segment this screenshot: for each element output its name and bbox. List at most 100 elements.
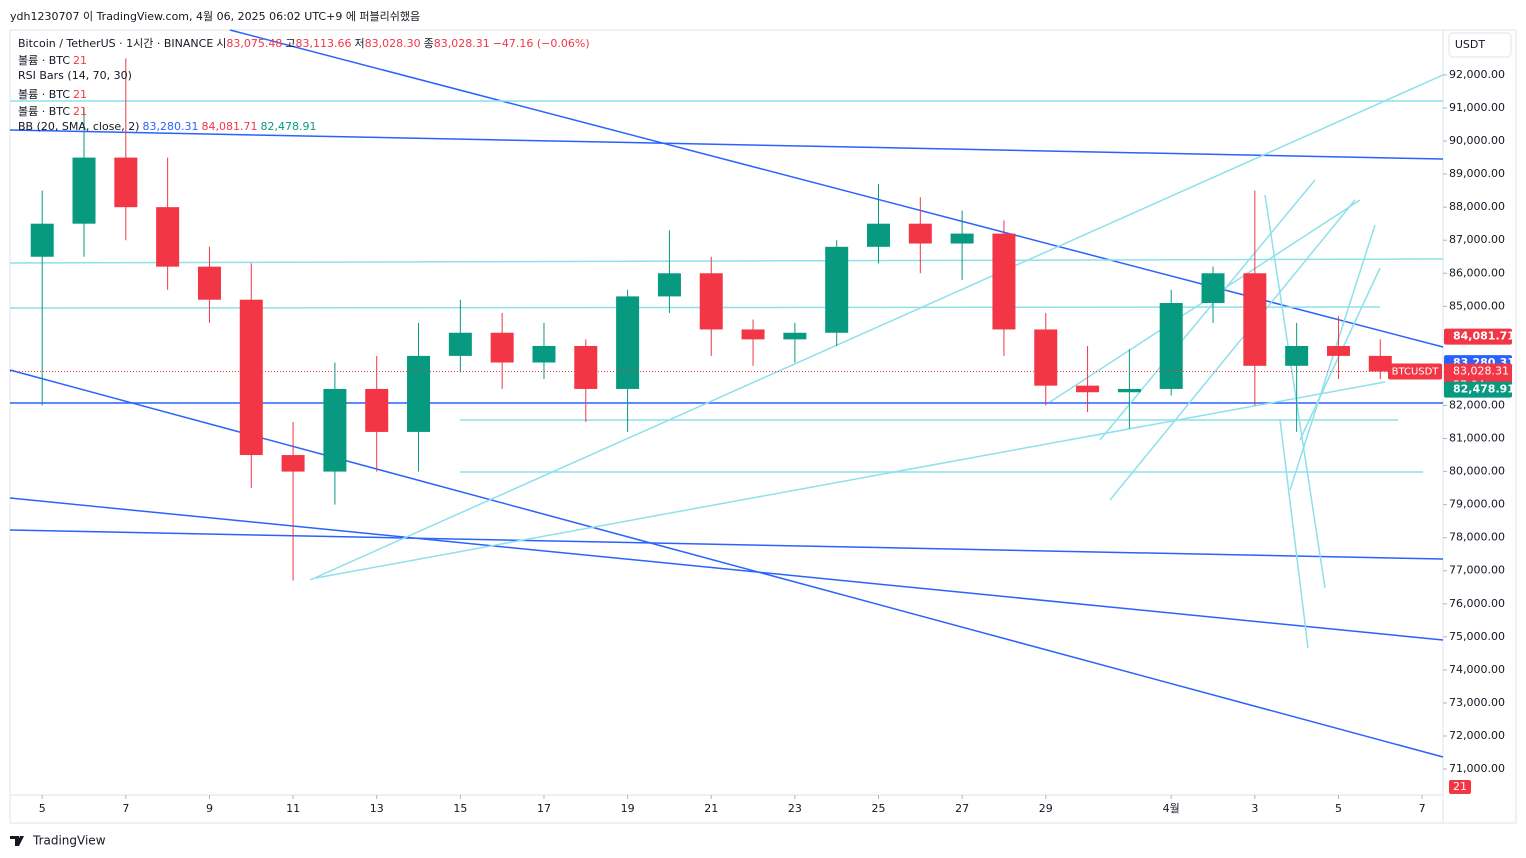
- candle-body: [448, 332, 472, 356]
- x-tick-label: 5: [39, 802, 46, 815]
- candle-body: [30, 223, 54, 257]
- y-tick-label: 85,000.00: [1449, 299, 1505, 312]
- x-tick-label: 21: [704, 802, 718, 815]
- ohlc-value: 83,075.48: [226, 37, 283, 50]
- y-tick-label: 80,000.00: [1449, 465, 1505, 478]
- x-tick-label: 11: [286, 802, 300, 815]
- frame: [9, 29, 1517, 824]
- indicator-name: 볼륨 · BTC: [18, 88, 71, 101]
- trend-line: [9, 529, 1444, 560]
- volume-badge: 21: [1453, 780, 1467, 793]
- trend-lines: [9, 29, 1444, 758]
- symbol-legend: Bitcoin / TetherUS · 1시간 · BINANCE 시83,07…: [18, 35, 593, 51]
- indicator-value: 84,081.71: [201, 120, 258, 133]
- trend-line: [9, 306, 1381, 309]
- candle-body: [532, 345, 556, 363]
- trend-line: [9, 369, 1444, 758]
- trend-line: [229, 29, 1444, 348]
- indicator: BB (20, SMA, close, 2) 83,280.31 84,081.71…: [18, 120, 319, 137]
- candle-body: [72, 157, 96, 224]
- candle-body: [490, 332, 514, 363]
- x-tick-label: 27: [955, 802, 969, 815]
- ohlc-value: 83,028.30: [364, 37, 421, 50]
- y-tick-label: 77,000.00: [1449, 564, 1505, 577]
- indicator-name: 볼륨 · BTC: [18, 54, 71, 67]
- y-tick-label: 76,000.00: [1449, 597, 1505, 610]
- ohlc-key: 시: [216, 37, 227, 50]
- trend-line: [9, 129, 1444, 160]
- candle-body: [365, 388, 389, 432]
- candle-body: [1326, 345, 1350, 356]
- y-tick-label: 81,000.00: [1449, 432, 1505, 445]
- indicator: 볼륨 · BTC 21: [18, 52, 319, 69]
- candle-body: [908, 223, 932, 244]
- price-tag-label: 84,081.71: [1453, 330, 1515, 343]
- x-tick-label: 13: [370, 802, 384, 815]
- candle-body: [1243, 273, 1267, 366]
- x-tick-label: 15: [453, 802, 467, 815]
- y-tick-label: 78,000.00: [1449, 531, 1505, 544]
- trend-line: [1099, 179, 1316, 441]
- y-tick-label: 71,000.00: [1449, 762, 1505, 775]
- publisher: ydh1230707 이 TradingView.com, 4월 06, 202…: [10, 10, 421, 23]
- x-tick-label: 17: [537, 802, 551, 815]
- y-tick-label: 92,000.00: [1449, 68, 1505, 81]
- candle-body: [866, 223, 890, 247]
- candle-body: [1368, 355, 1392, 372]
- y-tick-label: 79,000.00: [1449, 498, 1505, 511]
- candle-body: [1117, 388, 1141, 393]
- candle-body: [992, 233, 1016, 330]
- indicator-value: 21: [73, 88, 88, 101]
- y-tick-label: 86,000.00: [1449, 266, 1505, 279]
- price-tag-label: 83,028.31: [1453, 364, 1509, 377]
- symbol: Bitcoin / TetherUS · 1시간 · BINANCE: [18, 37, 214, 50]
- trend-line: [1289, 224, 1376, 491]
- x-tick-label: 19: [621, 802, 635, 815]
- unit-label: USDT: [1455, 38, 1486, 51]
- price-tag-label: 82,478.91: [1453, 383, 1515, 396]
- volume-badge-bg: [1449, 780, 1471, 794]
- y-tick-label: 90,000.00: [1449, 134, 1505, 147]
- price-tag: [1444, 381, 1512, 398]
- ohlc-value: 83,113.66: [295, 37, 352, 50]
- x-tick-label: 4월: [1163, 802, 1180, 815]
- ohlc-key: 고: [285, 37, 296, 50]
- candle-body: [323, 388, 347, 472]
- x-tick-label: 5: [1335, 802, 1342, 815]
- candle-body: [156, 207, 180, 267]
- candle-body: [1201, 273, 1225, 304]
- candle-body: [574, 345, 598, 389]
- candle-body: [281, 455, 305, 472]
- candle-body: [950, 233, 974, 244]
- symbol-tag: [1388, 363, 1442, 380]
- y-tick-label: 88,000.00: [1449, 200, 1505, 213]
- candle-body: [407, 355, 431, 432]
- indicator-name: RSI Bars (14, 70, 30): [18, 69, 132, 82]
- unit-box[interactable]: [1448, 32, 1512, 58]
- indicator-value: 82,478.91: [260, 120, 317, 133]
- trend-line: [1109, 199, 1356, 501]
- price-tag: [1444, 328, 1512, 345]
- trend-line: [1279, 419, 1309, 649]
- candle-body: [1285, 345, 1309, 366]
- candle-body: [825, 246, 849, 333]
- change: −47.16 (−0.06%): [492, 37, 590, 50]
- trend-line: [309, 74, 1444, 581]
- y-tick-label: 82,000.00: [1449, 398, 1505, 411]
- indicator-value: 21: [73, 54, 88, 67]
- x-tick-label: 3: [1251, 802, 1258, 815]
- logo: [10, 836, 24, 846]
- indicator-legend: 볼륨 · BTC 21 RSI Bars (14, 70, 30) 볼륨 · BTC 2…: [18, 52, 319, 137]
- x-tick-label: 7: [122, 802, 129, 815]
- footer-brand: TradingView: [32, 834, 106, 848]
- symbol-tag-label: BTCUSDT: [1392, 366, 1440, 377]
- candle-body: [239, 299, 263, 456]
- indicator-value: 83,280.31: [142, 120, 199, 133]
- trend-line: [1264, 194, 1326, 589]
- ohlc-key: 종: [423, 37, 434, 50]
- candle-body: [1159, 303, 1183, 389]
- candle-body: [114, 157, 138, 208]
- y-tick-label: 73,000.00: [1449, 696, 1505, 709]
